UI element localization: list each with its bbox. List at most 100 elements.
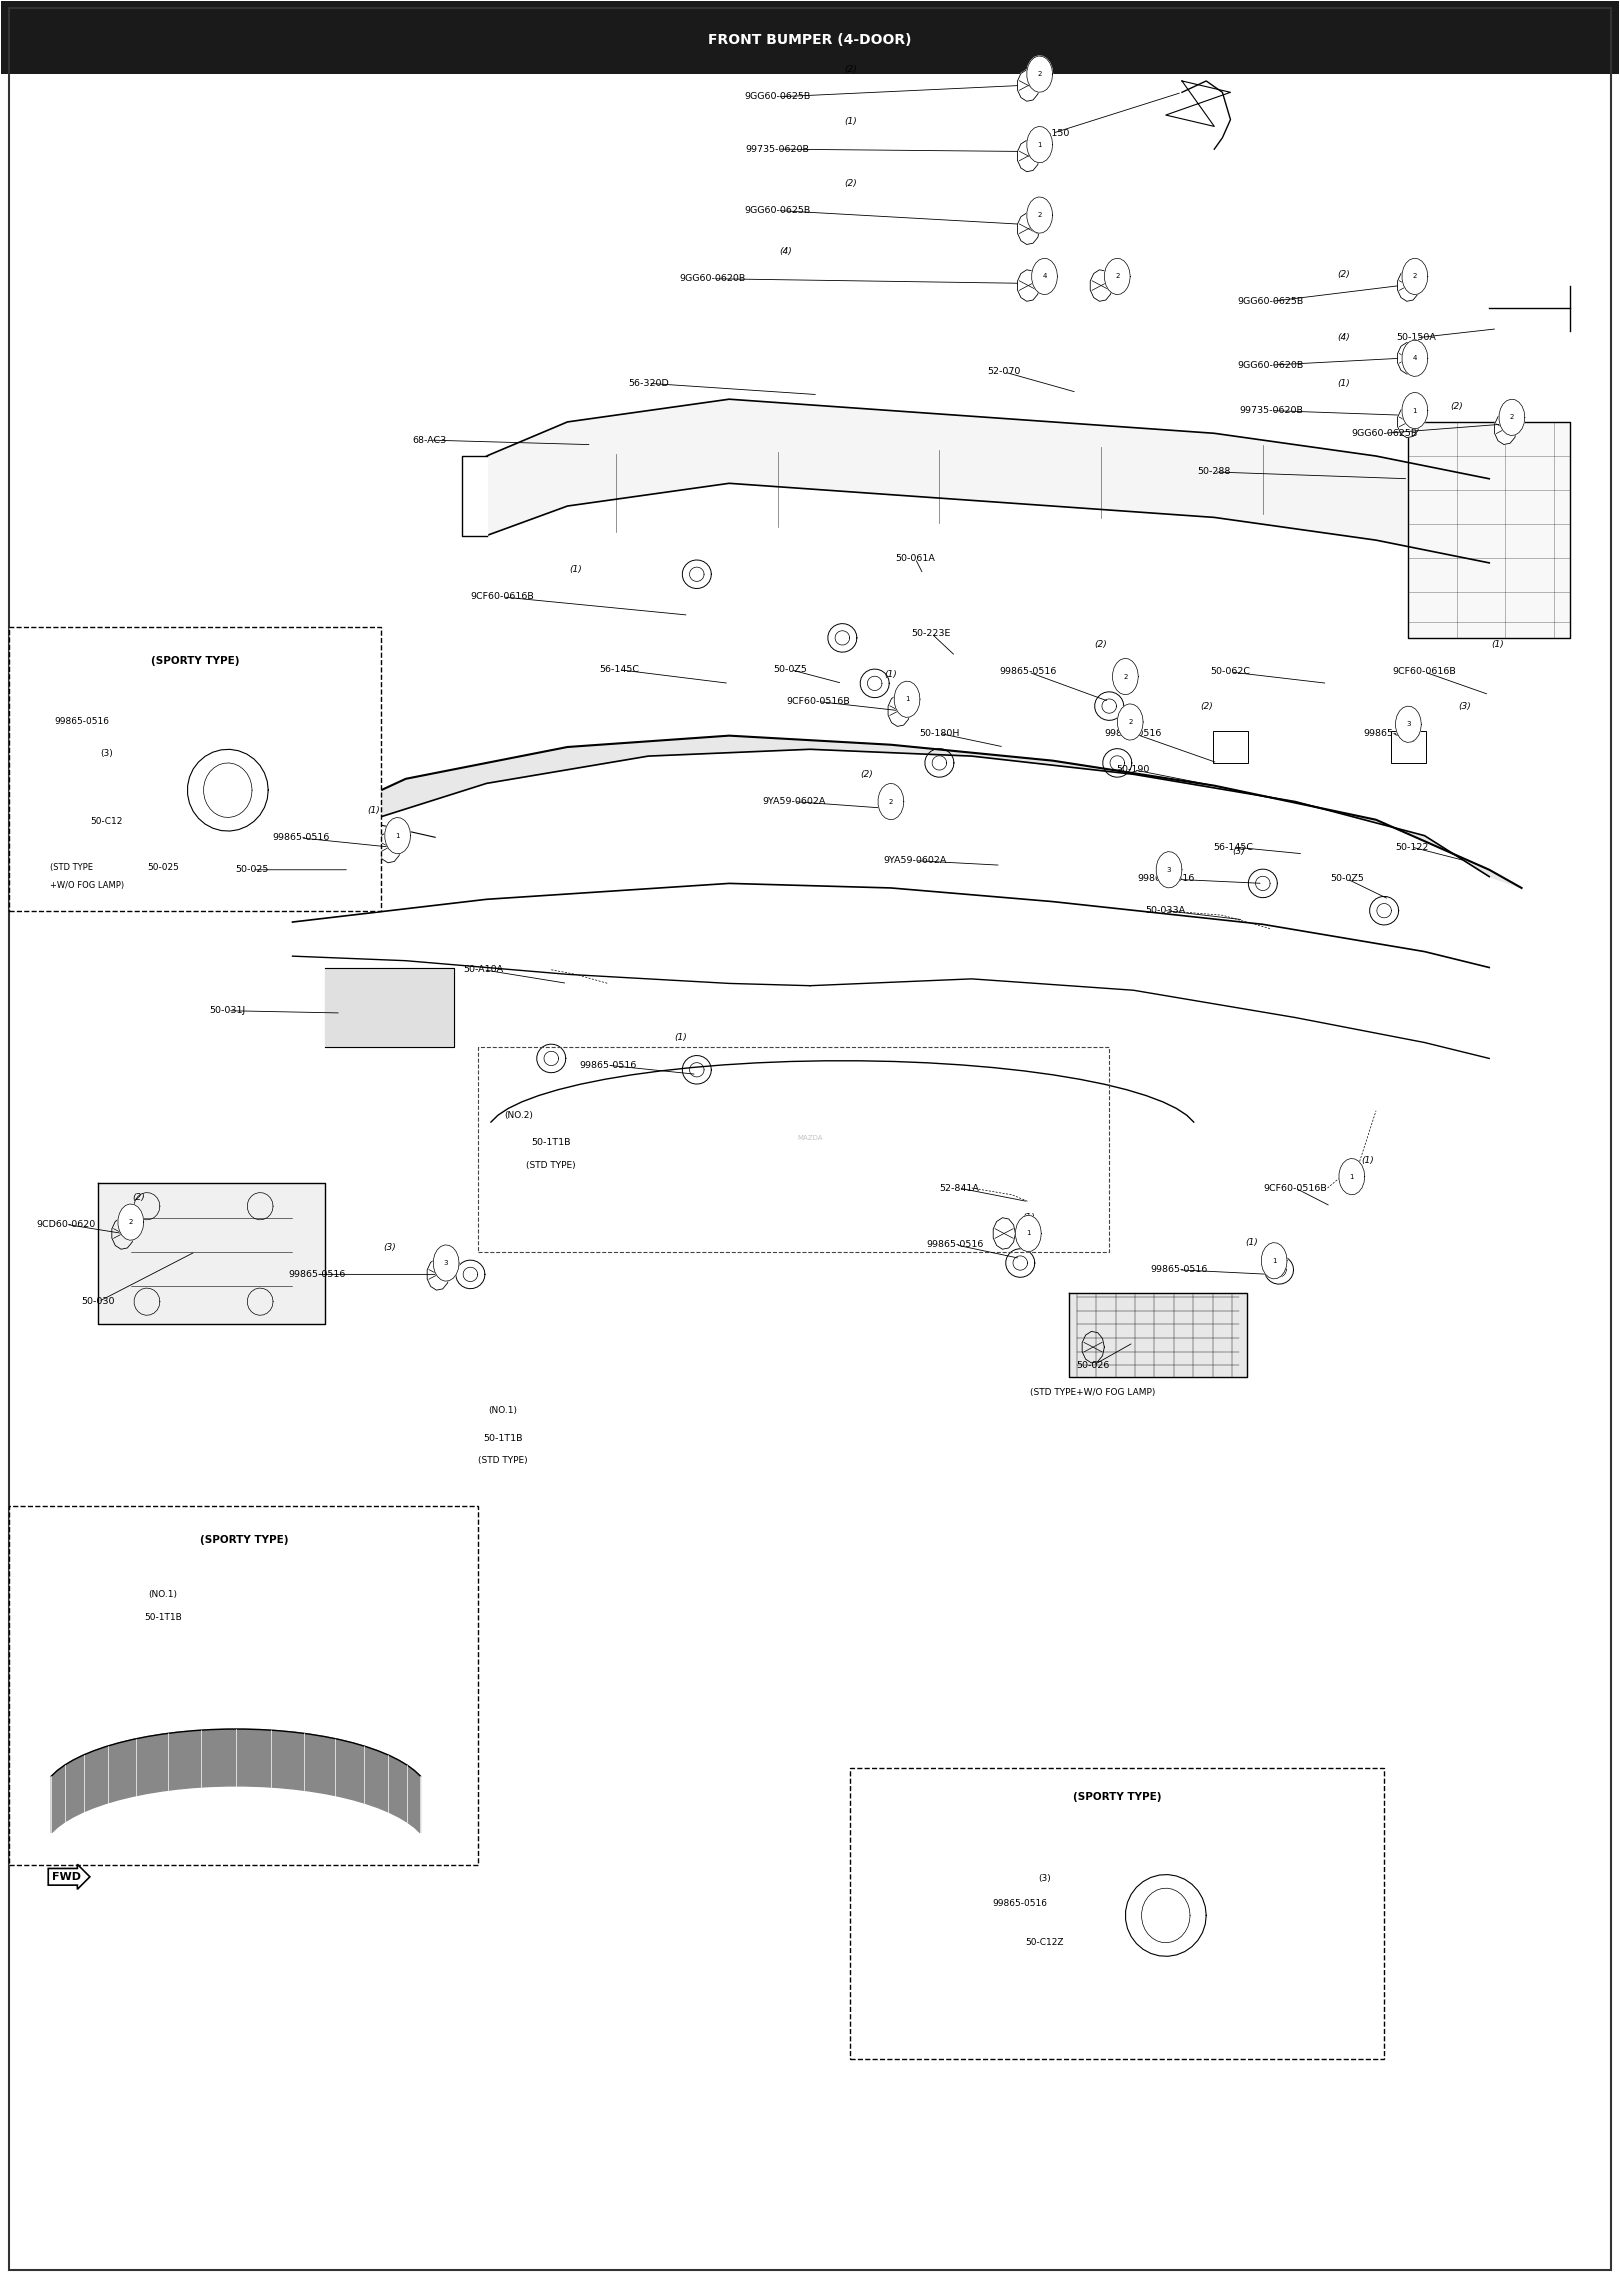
Polygon shape bbox=[386, 817, 410, 854]
Text: 3: 3 bbox=[1166, 867, 1171, 872]
Text: 2: 2 bbox=[1115, 273, 1119, 280]
Text: (1): (1) bbox=[368, 806, 379, 815]
FancyBboxPatch shape bbox=[10, 1507, 478, 1866]
Polygon shape bbox=[1408, 421, 1570, 637]
Text: 50-1T1B: 50-1T1B bbox=[483, 1434, 523, 1443]
Polygon shape bbox=[1249, 869, 1278, 897]
Text: 9CF60-0516B: 9CF60-0516B bbox=[1264, 1184, 1327, 1193]
Polygon shape bbox=[245, 735, 1521, 888]
Polygon shape bbox=[486, 398, 1489, 562]
Polygon shape bbox=[428, 1259, 449, 1290]
Polygon shape bbox=[379, 831, 400, 863]
Polygon shape bbox=[1027, 198, 1053, 232]
Text: 50-026: 50-026 bbox=[1076, 1361, 1110, 1370]
Polygon shape bbox=[894, 681, 920, 717]
Text: FWD: FWD bbox=[52, 1871, 81, 1882]
Text: (1): (1) bbox=[674, 1033, 687, 1042]
Text: 1: 1 bbox=[395, 833, 400, 838]
Text: 99735-0620B: 99735-0620B bbox=[1239, 405, 1302, 414]
Text: 2: 2 bbox=[1413, 273, 1418, 280]
Text: (2): (2) bbox=[1450, 401, 1463, 410]
Text: (2): (2) bbox=[844, 66, 857, 75]
Polygon shape bbox=[326, 967, 454, 1047]
Text: 50-031J: 50-031J bbox=[209, 1006, 246, 1015]
Text: 99865-0516: 99865-0516 bbox=[55, 717, 110, 726]
Text: 4: 4 bbox=[1413, 355, 1418, 362]
Text: (2): (2) bbox=[1095, 640, 1108, 649]
Polygon shape bbox=[1401, 391, 1427, 428]
Polygon shape bbox=[1395, 706, 1421, 742]
Text: (NO.1): (NO.1) bbox=[149, 1591, 178, 1600]
Text: (3): (3) bbox=[1233, 847, 1244, 856]
FancyBboxPatch shape bbox=[2, 2, 1618, 75]
Text: 99865-0516: 99865-0516 bbox=[288, 1270, 345, 1279]
Text: 50-A10A: 50-A10A bbox=[463, 965, 504, 974]
Text: (STD TYPE): (STD TYPE) bbox=[526, 1161, 577, 1170]
Text: 50-150A: 50-150A bbox=[1396, 332, 1437, 341]
Text: (3): (3) bbox=[100, 749, 113, 758]
Text: (SPORTY TYPE): (SPORTY TYPE) bbox=[1072, 1791, 1162, 1803]
Polygon shape bbox=[828, 624, 857, 653]
Polygon shape bbox=[1017, 71, 1040, 100]
FancyBboxPatch shape bbox=[850, 1768, 1383, 2060]
Polygon shape bbox=[1398, 341, 1419, 373]
Polygon shape bbox=[1401, 257, 1427, 294]
Text: 9GG60-0625B: 9GG60-0625B bbox=[745, 207, 810, 214]
Text: 1: 1 bbox=[1025, 1231, 1030, 1236]
Text: (3): (3) bbox=[1458, 701, 1471, 710]
Polygon shape bbox=[1082, 1331, 1105, 1363]
Text: 9GG60-0620B: 9GG60-0620B bbox=[680, 273, 747, 282]
Polygon shape bbox=[878, 783, 904, 819]
Polygon shape bbox=[860, 669, 889, 699]
Polygon shape bbox=[455, 1261, 484, 1288]
Polygon shape bbox=[1340, 1158, 1364, 1195]
Text: 50-033A: 50-033A bbox=[1145, 906, 1186, 915]
Polygon shape bbox=[993, 1218, 1016, 1250]
Text: 2: 2 bbox=[1123, 674, 1128, 681]
Text: 9GG60-0625B: 9GG60-0625B bbox=[1351, 428, 1418, 437]
Text: (1): (1) bbox=[844, 118, 857, 127]
Polygon shape bbox=[1027, 57, 1053, 93]
Polygon shape bbox=[1495, 412, 1516, 444]
Text: 9GG60-0625B: 9GG60-0625B bbox=[1238, 296, 1304, 305]
Text: 99735-0620B: 99735-0620B bbox=[745, 146, 810, 155]
Text: 99865-0516: 99865-0516 bbox=[1364, 728, 1421, 737]
FancyBboxPatch shape bbox=[1165, 1327, 1199, 1359]
Text: (NO.1): (NO.1) bbox=[488, 1407, 517, 1416]
Polygon shape bbox=[1498, 398, 1524, 435]
Text: 99865-0516: 99865-0516 bbox=[1000, 667, 1056, 676]
Text: (STD TYPE: (STD TYPE bbox=[50, 863, 92, 872]
Polygon shape bbox=[1265, 1256, 1293, 1284]
Text: 50-C12: 50-C12 bbox=[91, 817, 123, 826]
Polygon shape bbox=[1401, 339, 1427, 376]
Polygon shape bbox=[1157, 851, 1183, 888]
Text: 50-061A: 50-061A bbox=[896, 553, 935, 562]
Polygon shape bbox=[1017, 214, 1040, 244]
Text: 3: 3 bbox=[444, 1261, 449, 1265]
Text: 1: 1 bbox=[1037, 141, 1042, 148]
Text: MAZDA: MAZDA bbox=[797, 1136, 823, 1140]
Text: 2: 2 bbox=[1128, 719, 1132, 726]
Text: 56-320D: 56-320D bbox=[629, 378, 669, 387]
Text: (NO.2): (NO.2) bbox=[504, 1111, 533, 1120]
Text: (2): (2) bbox=[844, 180, 857, 187]
Text: 9YA59-0602A: 9YA59-0602A bbox=[883, 856, 946, 865]
Text: 99865-0516: 99865-0516 bbox=[927, 1240, 985, 1250]
Text: (1): (1) bbox=[1246, 1238, 1257, 1247]
FancyBboxPatch shape bbox=[1213, 731, 1247, 762]
Polygon shape bbox=[434, 1245, 458, 1281]
Text: (2): (2) bbox=[860, 769, 873, 778]
Text: 50-0Z5: 50-0Z5 bbox=[774, 665, 807, 674]
Text: 50-122: 50-122 bbox=[1395, 842, 1429, 851]
Text: 4: 4 bbox=[1042, 273, 1047, 280]
Text: 1: 1 bbox=[1413, 407, 1418, 414]
Text: 2: 2 bbox=[889, 799, 893, 803]
Text: 50-150: 50-150 bbox=[1035, 130, 1069, 139]
Text: 3: 3 bbox=[1406, 721, 1411, 728]
Polygon shape bbox=[1103, 749, 1132, 776]
Text: 9YA59-0602A: 9YA59-0602A bbox=[761, 797, 826, 806]
Text: (SPORTY TYPE): (SPORTY TYPE) bbox=[199, 1536, 288, 1545]
Polygon shape bbox=[682, 1056, 711, 1083]
Polygon shape bbox=[118, 1204, 144, 1240]
Polygon shape bbox=[682, 560, 711, 589]
